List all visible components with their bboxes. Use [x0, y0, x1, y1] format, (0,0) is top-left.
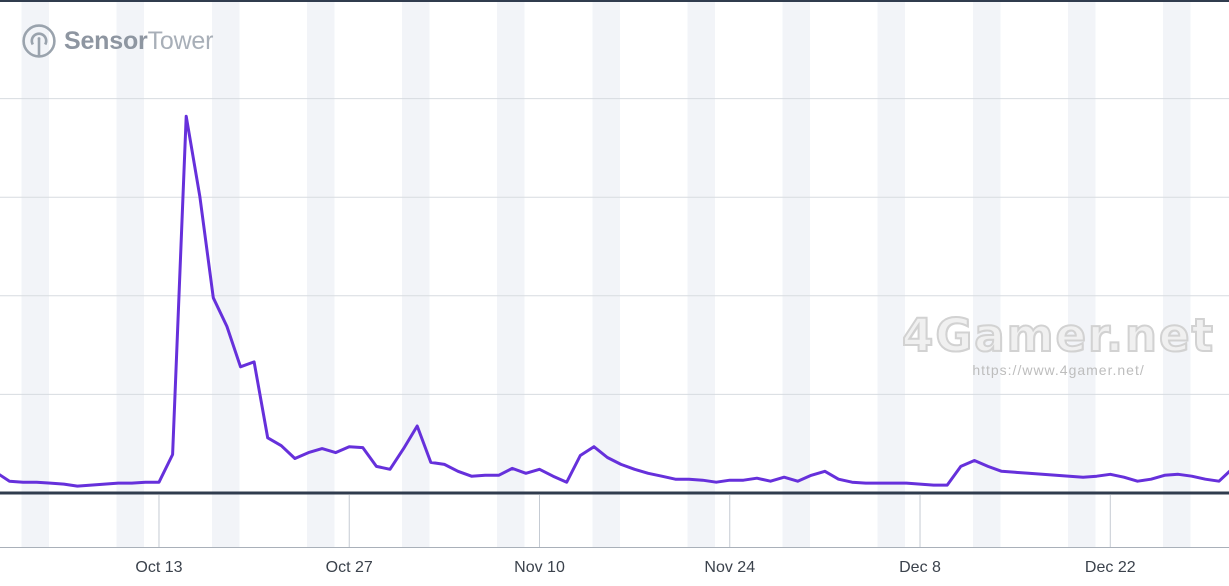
brand-text-tower: Tower [147, 26, 214, 55]
x-axis-tick-label: Dec 22 [1084, 559, 1136, 576]
sensor-tower-logo: SensorTower [21, 23, 213, 59]
x-axis-tick-label: Dec 8 [899, 559, 941, 576]
x-axis-tick-label: Oct 13 [135, 559, 183, 576]
x-axis-tick-label: Oct 27 [325, 559, 373, 576]
weekend-shading-bands [0, 2, 1229, 547]
brand-text-sensor: Sensor [64, 26, 148, 55]
x-axis-tick-label: Nov 24 [704, 559, 756, 576]
x-axis-tick-label: Nov 10 [514, 559, 565, 576]
sensor-tower-wordmark: SensorTower [64, 26, 214, 55]
sensor-tower-logo-icon [22, 24, 56, 58]
